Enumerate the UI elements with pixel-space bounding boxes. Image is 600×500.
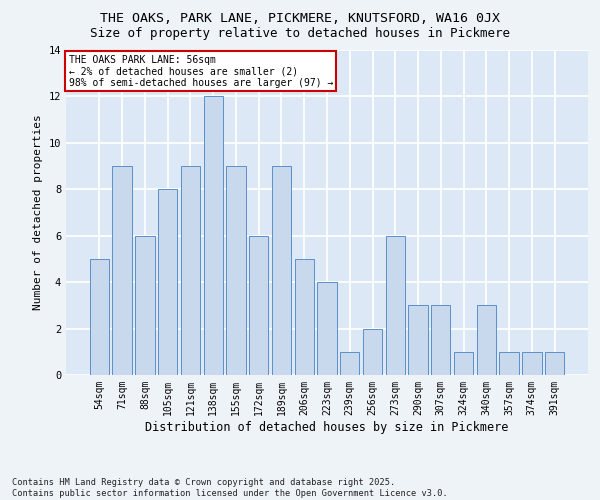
Bar (112, 166, 132, 375)
Bar (249, 236, 268, 375)
Text: Size of property relative to detached houses in Pickmere: Size of property relative to detached ho… (90, 28, 510, 40)
Bar (476, 306, 496, 375)
Bar (272, 166, 291, 375)
Bar (545, 352, 564, 375)
Text: THE OAKS PARK LANE: 56sqm
← 2% of detached houses are smaller (2)
98% of semi-de: THE OAKS PARK LANE: 56sqm ← 2% of detach… (68, 55, 333, 88)
Bar (317, 282, 337, 375)
X-axis label: Distribution of detached houses by size in Pickmere: Distribution of detached houses by size … (145, 420, 509, 434)
Bar (454, 352, 473, 375)
Bar (203, 96, 223, 375)
Bar (90, 259, 109, 375)
Text: THE OAKS, PARK LANE, PICKMERE, KNUTSFORD, WA16 0JX: THE OAKS, PARK LANE, PICKMERE, KNUTSFORD… (100, 12, 500, 26)
Bar (499, 352, 519, 375)
Bar (158, 190, 178, 375)
Bar (409, 306, 428, 375)
Bar (363, 328, 382, 375)
Bar (135, 236, 155, 375)
Bar (295, 259, 314, 375)
Bar (431, 306, 451, 375)
Bar (226, 166, 245, 375)
Y-axis label: Number of detached properties: Number of detached properties (33, 114, 43, 310)
Bar (340, 352, 359, 375)
Bar (386, 236, 405, 375)
Bar (522, 352, 542, 375)
Bar (181, 166, 200, 375)
Text: Contains HM Land Registry data © Crown copyright and database right 2025.
Contai: Contains HM Land Registry data © Crown c… (12, 478, 448, 498)
